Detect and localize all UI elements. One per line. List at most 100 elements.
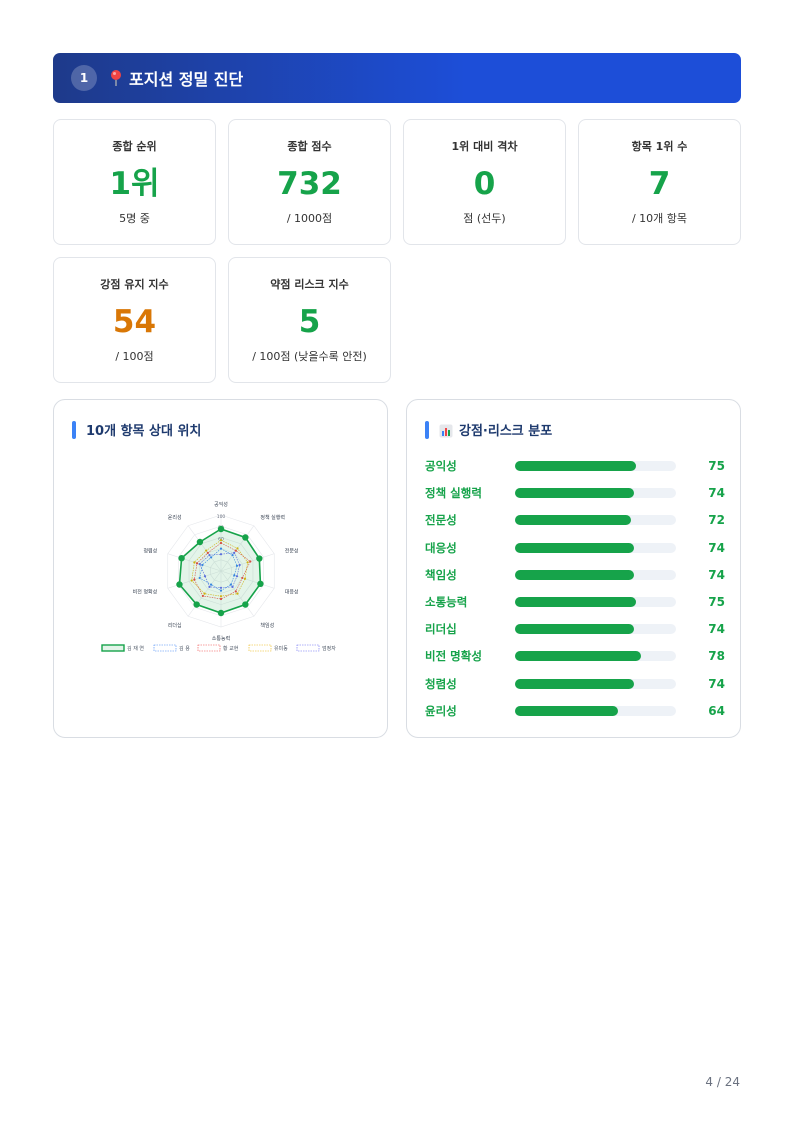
stat-value: 1위 — [109, 166, 160, 202]
pin-icon — [109, 69, 123, 87]
distribution-track — [515, 678, 676, 689]
title-accent-bar — [72, 420, 76, 439]
legend-label: 황 교현 — [223, 645, 239, 652]
distribution-track — [515, 542, 676, 553]
radar-point — [235, 575, 239, 578]
distribution-panel-title: 강점·리스크 분포 — [459, 424, 553, 439]
stat-card-score: 종합 점수 732 / 1000점 — [228, 119, 391, 245]
radar-point — [231, 554, 234, 557]
radar-panel-title: 10개 항목 상대 위치 — [86, 424, 202, 439]
radar-axis-label: 리더십 — [168, 622, 182, 629]
radar-point — [249, 560, 252, 563]
radar-axis-label: 책임성 — [260, 622, 274, 629]
distribution-bar — [515, 542, 635, 553]
legend-swatch — [153, 644, 177, 652]
radar-point — [219, 586, 223, 589]
stat-card-top-count: 항목 1위 수 7 / 10개 항목 — [578, 119, 741, 245]
radar-series-line — [178, 528, 262, 614]
section-header: 1 포지션 정밀 진단 — [53, 53, 741, 103]
stat-value: 7 — [648, 166, 671, 202]
radar-axis-label: 대응성 — [285, 589, 299, 596]
distribution-label: 책임성 — [425, 567, 457, 582]
radar-point — [208, 554, 211, 557]
radar-point — [238, 563, 241, 567]
radar-point — [203, 592, 206, 595]
stat-label: 종합 점수 — [287, 140, 332, 153]
radar-point — [235, 564, 239, 567]
radar-point — [219, 597, 223, 601]
distribution-row: 윤리성 64 — [425, 703, 725, 721]
stat-label: 강점 유지 지수 — [100, 278, 169, 291]
distribution-bar — [515, 597, 636, 607]
distribution-row: 전문성 72 — [425, 512, 725, 530]
radar-point — [231, 585, 234, 588]
distribution-row: 비전 명확성 78 — [425, 648, 725, 666]
distribution-row: 대응성 74 — [425, 540, 725, 558]
radar-axis-label: 소통능력 — [212, 635, 230, 642]
distribution-track — [515, 624, 676, 635]
legend-swatch — [101, 644, 125, 652]
distribution-label: 청렴성 — [425, 676, 457, 691]
distribution-bar — [515, 705, 619, 716]
radar-panel: 10개 항목 상대 위치 1008060공익성정책 실행력전문성대응성책임성소통… — [53, 399, 388, 738]
radar-point — [193, 561, 196, 564]
distribution-track — [515, 597, 676, 607]
radar-axis-label: 윤리성 — [168, 514, 182, 521]
distribution-track — [515, 705, 676, 716]
page-number: 4 / 24 — [705, 1075, 740, 1089]
radar-point — [208, 585, 211, 588]
stat-label: 항목 1위 수 — [631, 140, 688, 153]
radar-point — [193, 601, 200, 608]
radar-point — [256, 555, 263, 562]
radar-point — [198, 576, 201, 580]
stat-label: 1위 대비 격차 — [451, 140, 518, 153]
distribution-score: 74 — [708, 676, 725, 691]
stat-card-gap: 1위 대비 격차 0 점 (선두) — [403, 119, 566, 245]
radar-point — [242, 601, 249, 608]
legend-swatch — [197, 644, 221, 652]
legend-label: 엄정자 — [322, 645, 336, 652]
stat-value: 0 — [473, 166, 496, 202]
distribution-panel: 강점·리스크 분포 공익성 75 정책 실행력 74 전문성 72 대응성 74 책임성 74 소통… — [406, 399, 741, 738]
radar-axis-label: 전문성 — [285, 547, 299, 554]
radar-point — [193, 578, 196, 581]
radar-series-line — [194, 542, 251, 600]
legend-label: 김 용 — [179, 645, 190, 652]
radar-axis-label: 청렴성 — [143, 547, 157, 554]
distribution-score: 74 — [708, 540, 725, 555]
stat-sub: 점 (선두) — [463, 212, 506, 225]
distribution-score: 75 — [708, 459, 725, 473]
radar-point — [234, 549, 237, 552]
radar-point — [219, 547, 223, 550]
distribution-label: 리더십 — [425, 622, 457, 637]
stat-label: 약점 리스크 지수 — [270, 278, 349, 291]
distribution-bar — [515, 488, 635, 499]
stat-card-strength: 강점 유지 지수 54 / 100점 — [53, 257, 216, 383]
radar-point — [217, 609, 225, 617]
distribution-panel-header: 강점·리스크 분포 — [425, 420, 552, 439]
radar-point — [219, 541, 223, 545]
distribution-track — [515, 515, 676, 526]
distribution-label: 소통능력 — [425, 595, 468, 609]
distribution-label: 윤리성 — [425, 703, 457, 718]
distribution-row: 소통능력 75 — [425, 594, 725, 612]
radar-point — [219, 553, 223, 556]
legend-label: 김 재 연 — [127, 645, 144, 652]
radar-point — [229, 583, 232, 586]
legend-label: 유미동 — [274, 645, 288, 652]
section-number: 1 — [71, 65, 97, 91]
radar-spoke — [187, 525, 222, 572]
distribution-bar — [515, 678, 635, 689]
radar-spoke — [220, 570, 275, 589]
distribution-track — [515, 569, 676, 580]
distribution-bar — [515, 624, 635, 635]
stat-card-rank: 종합 순위 1위 5명 중 — [53, 119, 216, 245]
radar-point — [242, 534, 249, 541]
distribution-label: 정책 실행력 — [425, 486, 482, 501]
stat-value: 732 — [277, 166, 342, 202]
radar-point — [241, 576, 244, 580]
stat-sub: / 100점 (낮을수록 안전) — [252, 350, 367, 363]
distribution-row: 공익성 75 — [425, 458, 725, 476]
distribution-bar — [515, 651, 641, 662]
